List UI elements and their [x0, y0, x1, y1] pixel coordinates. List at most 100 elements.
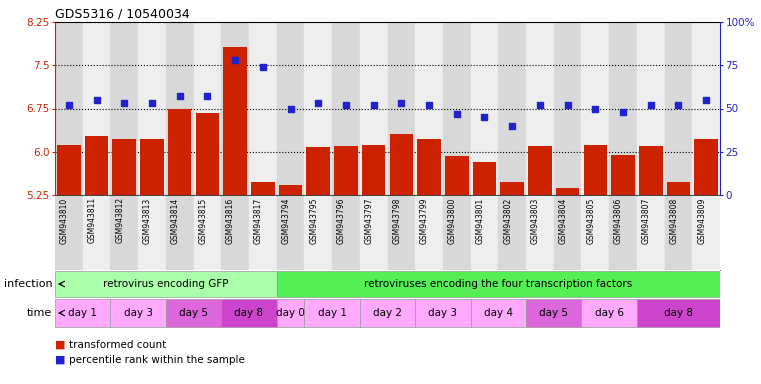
Bar [443, 195, 470, 270]
Bar [526, 22, 554, 195]
Bar [581, 195, 609, 270]
Text: GSM943803: GSM943803 [531, 197, 540, 243]
Bar [223, 47, 247, 195]
Bar [360, 22, 387, 195]
Bar [694, 139, 718, 195]
Text: day 1: day 1 [317, 308, 346, 318]
Bar [110, 22, 139, 195]
Bar [304, 195, 332, 270]
Bar [166, 195, 193, 270]
Bar [667, 182, 690, 195]
Bar [193, 195, 221, 270]
Bar [470, 22, 498, 195]
Bar [221, 195, 249, 270]
Text: day 8: day 8 [234, 308, 263, 318]
Text: day 6: day 6 [594, 308, 624, 318]
Bar [360, 299, 416, 328]
Text: ■: ■ [55, 355, 65, 365]
Bar [55, 195, 83, 270]
Bar [279, 185, 302, 195]
Point [700, 97, 712, 103]
Bar [637, 195, 664, 270]
Bar [139, 22, 166, 195]
Text: GSM943816: GSM943816 [226, 197, 235, 243]
Point [202, 93, 214, 99]
Text: ■: ■ [55, 340, 65, 350]
Text: GSM943807: GSM943807 [642, 197, 651, 243]
Text: GSM943798: GSM943798 [393, 197, 401, 243]
Bar [221, 299, 277, 328]
Bar [110, 195, 139, 270]
Point [395, 100, 407, 106]
Bar [55, 22, 83, 195]
Bar [84, 136, 108, 195]
Bar [55, 271, 277, 298]
Bar [332, 195, 360, 270]
Bar [498, 195, 526, 270]
Bar [334, 146, 358, 195]
Text: GSM943800: GSM943800 [447, 197, 457, 243]
Text: day 0: day 0 [276, 308, 305, 318]
Point [174, 93, 186, 99]
Text: GDS5316 / 10540034: GDS5316 / 10540034 [55, 8, 189, 21]
Point [256, 64, 269, 70]
Point [368, 102, 380, 108]
Point [62, 102, 75, 108]
Bar [498, 22, 526, 195]
Bar [140, 139, 164, 195]
Bar [470, 299, 526, 328]
Text: time: time [27, 308, 53, 318]
Text: GSM943811: GSM943811 [88, 197, 97, 243]
Bar [193, 22, 221, 195]
Text: GSM943808: GSM943808 [670, 197, 679, 243]
Text: day 5: day 5 [540, 308, 568, 318]
Point [312, 100, 324, 106]
Bar [362, 145, 385, 195]
Bar [387, 22, 416, 195]
Text: GSM943796: GSM943796 [337, 197, 346, 244]
Bar [139, 195, 166, 270]
Text: day 8: day 8 [664, 308, 693, 318]
Bar [639, 146, 663, 195]
Bar [387, 195, 416, 270]
Bar [168, 109, 192, 195]
Point [506, 123, 518, 129]
Bar [609, 22, 637, 195]
Bar [526, 299, 581, 328]
Point [229, 57, 241, 63]
Bar [443, 22, 470, 195]
Text: transformed count: transformed count [68, 340, 166, 350]
Bar [581, 22, 609, 195]
Bar [556, 187, 579, 195]
Bar [332, 22, 360, 195]
Point [451, 111, 463, 117]
Bar [55, 299, 110, 328]
Bar [221, 22, 249, 195]
Bar [664, 22, 693, 195]
Bar [637, 299, 720, 328]
Bar [609, 195, 637, 270]
Text: day 2: day 2 [373, 308, 402, 318]
Text: day 4: day 4 [484, 308, 513, 318]
Text: day 1: day 1 [68, 308, 97, 318]
Text: percentile rank within the sample: percentile rank within the sample [68, 355, 244, 365]
Point [479, 114, 491, 120]
Bar [251, 182, 275, 195]
Text: GSM943794: GSM943794 [282, 197, 291, 244]
Bar [277, 22, 304, 195]
Bar [196, 113, 219, 195]
Text: retroviruses encoding the four transcription factors: retroviruses encoding the four transcrip… [365, 279, 632, 289]
Point [589, 106, 601, 112]
Bar [304, 22, 332, 195]
Bar [445, 156, 469, 195]
Bar [249, 195, 277, 270]
Bar [693, 22, 720, 195]
Bar [501, 182, 524, 195]
Text: day 3: day 3 [123, 308, 153, 318]
Bar [416, 195, 443, 270]
Point [423, 102, 435, 108]
Text: GSM943806: GSM943806 [614, 197, 623, 243]
Bar [611, 155, 635, 195]
Text: day 5: day 5 [179, 308, 208, 318]
Point [533, 102, 546, 108]
